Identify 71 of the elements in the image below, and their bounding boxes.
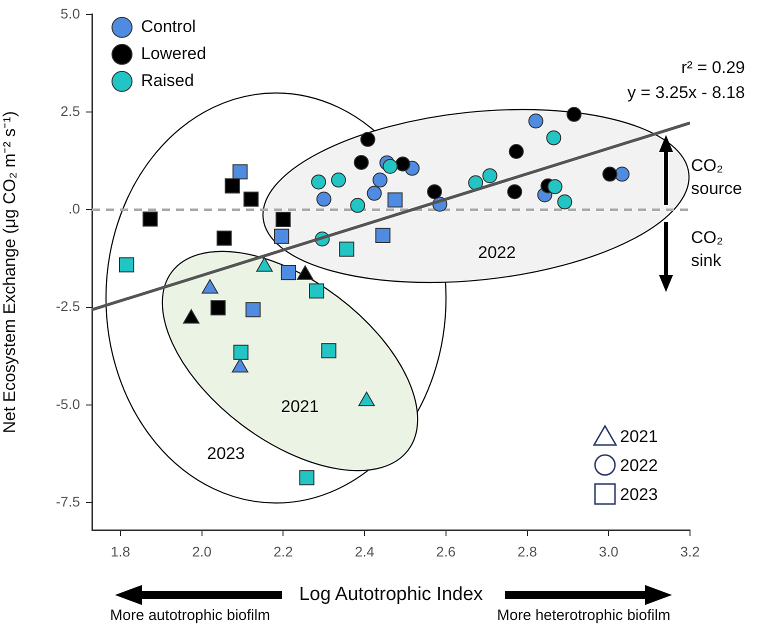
- point: [546, 130, 562, 146]
- point: [331, 172, 346, 188]
- point: [210, 300, 226, 316]
- point: [528, 114, 544, 129]
- point: [216, 230, 232, 246]
- point: [308, 283, 324, 299]
- point: [387, 192, 403, 208]
- point: [274, 228, 290, 244]
- y-tick-label: 2.5: [60, 102, 80, 119]
- point: [232, 164, 248, 180]
- x-tick-label: 2.8: [518, 543, 538, 560]
- legend-label: Control: [141, 17, 196, 36]
- point: [382, 158, 398, 174]
- point: [566, 106, 582, 122]
- point: [557, 194, 572, 210]
- point: [427, 184, 442, 200]
- point: [366, 186, 382, 201]
- point: [508, 144, 524, 160]
- x-tick-label: 3.2: [680, 543, 700, 560]
- point: [321, 343, 336, 358]
- point: [482, 168, 498, 184]
- point: [224, 178, 240, 194]
- legend-label: Raised: [141, 71, 194, 90]
- annotation: r² = 0.29: [681, 57, 745, 79]
- point: [339, 242, 354, 257]
- annotation: 2022: [620, 455, 658, 477]
- point: [350, 198, 366, 213]
- y-tick-label: .0: [68, 200, 80, 217]
- point: [507, 184, 522, 200]
- point: [233, 344, 248, 360]
- y-tick-label: -5.0: [56, 396, 80, 412]
- point: [276, 212, 291, 228]
- text: More autotrophic biofilm: [110, 606, 270, 626]
- x-tick-label: 3.0: [598, 543, 619, 560]
- annotation: 2021: [281, 396, 319, 418]
- annotation: 2023: [207, 443, 245, 465]
- point: [299, 470, 314, 486]
- x-tick-label: 1.8: [110, 543, 130, 560]
- y-tick-label: 5.0: [60, 5, 80, 22]
- point: [119, 257, 134, 272]
- text: CO₂ source: [691, 155, 742, 200]
- x-axis-title: Log Autotrophic Index: [299, 584, 484, 605]
- annotation: 2021: [620, 426, 658, 448]
- point: [280, 265, 296, 280]
- point: [614, 166, 630, 182]
- y-tick-label: -7.5: [56, 494, 80, 510]
- text: More heterotrophic biofilm: [497, 606, 670, 626]
- y-axis-title: Net Ecosystem Exchange (μg CO₂ m⁻² s⁻¹): [0, 111, 19, 434]
- x-tick-label: 2.4: [354, 543, 374, 560]
- x-tick-label: 2.0: [192, 543, 212, 560]
- point: [360, 132, 376, 147]
- point: [142, 212, 158, 227]
- point: [243, 192, 259, 207]
- annotation: y = 3.25x - 8.18: [627, 82, 745, 104]
- point: [375, 228, 390, 244]
- point: [602, 166, 618, 182]
- legend-label: Lowered: [141, 44, 206, 64]
- point: [468, 175, 484, 190]
- y-tick-label: -2.5: [56, 298, 80, 314]
- point: [354, 154, 369, 170]
- x-tick-label: 2.2: [273, 543, 294, 560]
- text: CO₂ sink: [691, 227, 724, 272]
- x-tick-label: 2.6: [436, 543, 456, 560]
- point: [316, 192, 332, 207]
- point: [311, 174, 326, 190]
- annotation: 2022: [478, 242, 516, 264]
- point: [395, 156, 410, 172]
- point: [246, 302, 261, 318]
- point: [372, 172, 388, 188]
- annotation: 2023: [620, 484, 658, 506]
- point: [547, 179, 562, 194]
